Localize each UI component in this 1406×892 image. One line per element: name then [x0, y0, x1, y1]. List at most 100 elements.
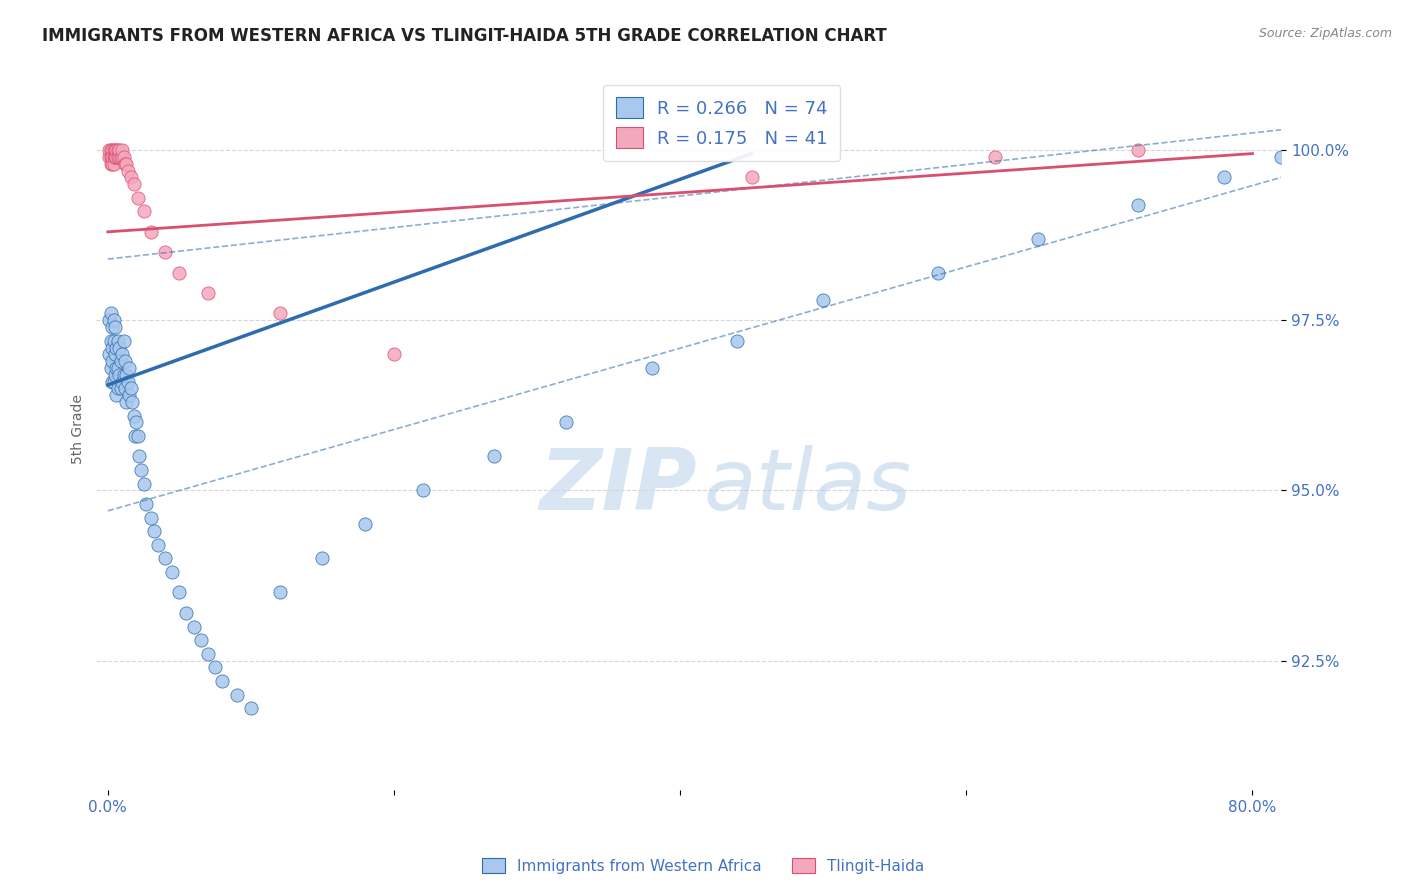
- Point: [640, 360, 662, 375]
- Point: [98, 347, 121, 361]
- Point: [725, 334, 748, 348]
- Point: [108, 341, 131, 355]
- Point: [107, 143, 129, 157]
- Text: atlas: atlas: [703, 445, 911, 528]
- Point: [1126, 197, 1149, 211]
- Point: [103, 157, 125, 171]
- Point: [111, 150, 134, 164]
- Point: [101, 341, 124, 355]
- Point: [100, 360, 122, 375]
- Point: [105, 360, 128, 375]
- Point: [204, 660, 226, 674]
- Point: [153, 551, 176, 566]
- Point: [98, 150, 121, 164]
- Point: [111, 347, 134, 361]
- Point: [197, 647, 219, 661]
- Point: [110, 354, 132, 368]
- Point: [142, 524, 165, 539]
- Point: [554, 416, 576, 430]
- Legend: Immigrants from Western Africa, Tlingit-Haida: Immigrants from Western Africa, Tlingit-…: [475, 852, 931, 880]
- Point: [101, 157, 124, 171]
- Point: [354, 517, 377, 532]
- Point: [482, 450, 505, 464]
- Point: [1270, 150, 1292, 164]
- Point: [146, 538, 169, 552]
- Point: [107, 381, 129, 395]
- Point: [129, 463, 152, 477]
- Point: [382, 347, 405, 361]
- Point: [115, 368, 138, 382]
- Point: [112, 150, 135, 164]
- Point: [100, 157, 122, 171]
- Point: [114, 157, 136, 171]
- Point: [197, 286, 219, 301]
- Point: [114, 354, 136, 368]
- Point: [211, 673, 233, 688]
- Point: [176, 606, 198, 620]
- Point: [813, 293, 835, 307]
- Point: [122, 178, 145, 192]
- Point: [183, 619, 205, 633]
- Point: [412, 483, 434, 498]
- Point: [104, 150, 127, 164]
- Point: [101, 375, 124, 389]
- Point: [101, 150, 124, 164]
- Point: [121, 395, 143, 409]
- Point: [115, 157, 138, 171]
- Point: [127, 191, 149, 205]
- Point: [927, 266, 949, 280]
- Point: [104, 320, 127, 334]
- Point: [100, 150, 122, 164]
- Point: [103, 334, 125, 348]
- Point: [139, 510, 162, 524]
- Point: [105, 341, 128, 355]
- Point: [108, 143, 131, 157]
- Point: [1126, 143, 1149, 157]
- Point: [225, 688, 247, 702]
- Point: [104, 150, 127, 164]
- Point: [117, 163, 139, 178]
- Point: [104, 143, 127, 157]
- Point: [100, 334, 122, 348]
- Point: [120, 381, 142, 395]
- Point: [103, 375, 125, 389]
- Point: [120, 170, 142, 185]
- Point: [110, 381, 132, 395]
- Point: [1026, 232, 1049, 246]
- Point: [132, 476, 155, 491]
- Point: [101, 320, 124, 334]
- Point: [169, 585, 191, 599]
- Point: [112, 368, 135, 382]
- Point: [132, 204, 155, 219]
- Point: [169, 266, 191, 280]
- Point: [104, 368, 127, 382]
- Point: [111, 375, 134, 389]
- Point: [107, 334, 129, 348]
- Point: [269, 585, 291, 599]
- Point: [115, 395, 138, 409]
- Point: [104, 347, 127, 361]
- Point: [103, 313, 125, 327]
- Point: [160, 565, 183, 579]
- Point: [114, 381, 136, 395]
- Point: [135, 497, 157, 511]
- Point: [108, 150, 131, 164]
- Point: [105, 150, 128, 164]
- Text: Source: ZipAtlas.com: Source: ZipAtlas.com: [1258, 27, 1392, 40]
- Point: [984, 150, 1007, 164]
- Point: [117, 375, 139, 389]
- Text: ZIP: ZIP: [538, 445, 696, 528]
- Point: [122, 409, 145, 423]
- Point: [127, 429, 149, 443]
- Point: [118, 360, 141, 375]
- Point: [128, 450, 150, 464]
- Point: [153, 245, 176, 260]
- Point: [112, 334, 135, 348]
- Point: [741, 170, 763, 185]
- Point: [111, 143, 134, 157]
- Y-axis label: 5th Grade: 5th Grade: [72, 394, 86, 464]
- Point: [311, 551, 333, 566]
- Point: [100, 306, 122, 320]
- Point: [105, 143, 128, 157]
- Point: [98, 143, 121, 157]
